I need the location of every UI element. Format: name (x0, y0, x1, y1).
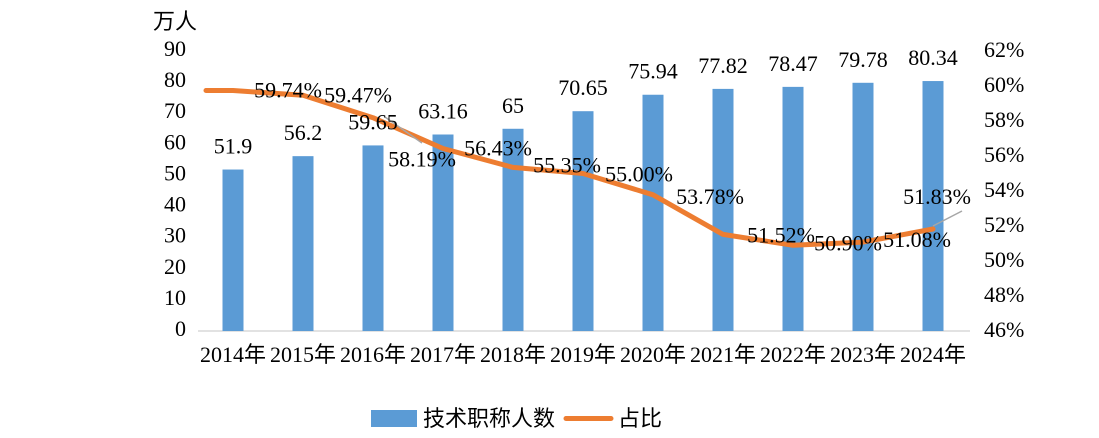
x-axis-category-label: 2016年 (340, 342, 406, 367)
line-value-label: 50.90% (814, 230, 882, 255)
right-axis-tick-label: 48% (984, 282, 1024, 307)
right-axis-tick-label: 60% (984, 72, 1024, 97)
line-value-label: 53.78% (676, 184, 744, 209)
legend-bar-label: 技术职称人数 (423, 406, 555, 431)
left-axis-tick-label: 60 (164, 129, 186, 154)
bar (222, 169, 244, 331)
bar (362, 145, 384, 331)
line-value-label: 58.19% (388, 147, 456, 172)
right-axis-tick-label: 50% (984, 247, 1024, 272)
line-value-label: 55.35% (533, 152, 601, 177)
right-axis-group: 46% 48% 50% 52% 54% 56% 58% 60% 62% (984, 37, 1024, 342)
left-axis-tick-label: 90 (164, 36, 186, 61)
bar (642, 94, 664, 332)
bar-value-label: 78.47 (768, 51, 818, 76)
line-value-label: 51.83% (903, 184, 971, 209)
left-axis-tick-label: 80 (164, 67, 186, 92)
left-axis-title: 万人 (153, 9, 197, 34)
x-axis-category-label: 2019年 (550, 342, 616, 367)
line-value-label: 51.52% (747, 222, 815, 247)
line-value-label: 56.43% (464, 135, 532, 160)
left-axis-tick-label: 50 (164, 160, 186, 185)
left-axis-tick-label: 10 (164, 285, 186, 310)
left-axis-tick-label: 70 (164, 98, 186, 123)
bar-value-label: 70.65 (558, 75, 608, 100)
bar-value-label: 56.2 (284, 120, 323, 145)
x-axis-category-label: 2018年 (480, 342, 546, 367)
bar (432, 134, 454, 331)
right-axis-tick-label: 46% (984, 317, 1024, 342)
right-axis-tick-label: 56% (984, 142, 1024, 167)
right-axis-tick-label: 52% (984, 212, 1024, 237)
bar (852, 82, 874, 331)
x-axis-category-label: 2024年 (900, 342, 966, 367)
bars-series-group (222, 81, 944, 332)
x-axis-category-label: 2022年 (760, 342, 826, 367)
right-axis-tick-label: 54% (984, 177, 1024, 202)
right-axis-tick-label: 58% (984, 107, 1024, 132)
legend-bar-swatch (371, 410, 417, 427)
bar (292, 156, 314, 331)
legend-group: 技术职称人数 占比 (371, 406, 662, 431)
x-axis-category-label: 2015年 (270, 342, 336, 367)
label-leader-line (932, 210, 963, 227)
bar-value-label: 75.94 (628, 59, 678, 84)
line-value-label: 55.00% (605, 162, 673, 187)
bar-value-label: 63.16 (418, 99, 468, 124)
bar (572, 111, 594, 331)
left-axis-tick-label: 0 (175, 316, 186, 341)
bar-value-labels-group: 51.9 56.2 59.65 63.16 65 70.65 75.94 77.82 78.47… (214, 45, 958, 158)
line-series (203, 88, 936, 248)
legend-line-label: 占比 (618, 406, 662, 431)
bar (782, 86, 804, 331)
line-value-label: 59.47% (324, 82, 392, 107)
line-value-labels-group: 59.74% 59.47% 58.19% 56.43%55.35% 55.00%53.7… (254, 78, 971, 256)
line-value-label: 51.08% (883, 227, 951, 252)
bar (502, 128, 524, 331)
x-axis-category-label: 2014年 (200, 342, 266, 367)
right-axis-tick-label: 62% (984, 37, 1024, 62)
bar (712, 88, 734, 331)
bar (922, 81, 944, 331)
x-axis-category-label: 2021年 (690, 342, 756, 367)
x-axis-category-label: 2017年 (410, 342, 476, 367)
bar-value-label: 79.78 (838, 47, 888, 72)
bar-value-label: 77.82 (698, 53, 748, 78)
left-axis-tick-label: 20 (164, 254, 186, 279)
line-value-label: 59.74% (254, 78, 322, 103)
x-axis-labels-group: 2014年 2015年 2016年 2017年 2018年 2019年 2020年 2021年… (200, 342, 966, 367)
left-axis-tick-label: 30 (164, 223, 186, 248)
x-axis-category-label: 2020年 (620, 342, 686, 367)
x-axis-category-label: 2023年 (830, 342, 896, 367)
left-axis-tick-label: 40 (164, 192, 186, 217)
label-leader-line (384, 116, 423, 144)
bar-value-label: 59.65 (348, 109, 398, 134)
bar-value-label: 80.34 (908, 45, 958, 70)
bar-value-label: 51.9 (214, 134, 253, 159)
bar-value-label: 65 (502, 93, 524, 118)
line-series-group (203, 88, 936, 248)
label-leader-lines-group (384, 116, 963, 227)
